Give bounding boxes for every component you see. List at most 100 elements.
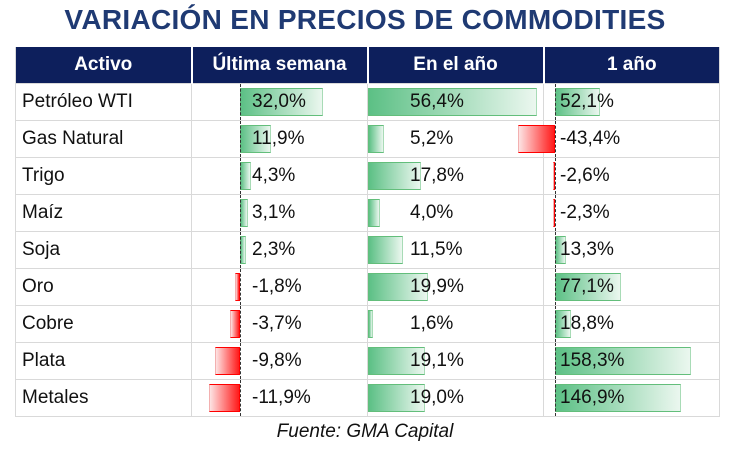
cell-1-ano: 18,8% — [543, 305, 720, 343]
cell-en-el-ano: 19,0% — [367, 379, 544, 417]
bar-en-el-ano — [368, 199, 380, 227]
zero-axis-line — [555, 343, 556, 379]
value-label: 19,1% — [410, 350, 464, 371]
commodities-table: Activo Última semana En el año 1 año Pet… — [15, 47, 720, 417]
value-label: 146,9% — [560, 387, 625, 408]
value-label: 158,3% — [560, 350, 625, 371]
cell-en-el-ano: 17,8% — [367, 157, 544, 195]
value-label: 52,1% — [560, 91, 614, 112]
value-label: 13,3% — [560, 239, 614, 260]
value-label: -2,6% — [560, 165, 610, 186]
value-label: -2,3% — [560, 202, 610, 223]
bar-1-ano — [555, 384, 682, 412]
cell-en-el-ano: 56,4% — [367, 83, 544, 121]
zero-axis-line — [240, 380, 241, 416]
zero-axis-line — [555, 306, 556, 342]
value-label: 77,1% — [560, 276, 614, 297]
bar-ultima-semana — [240, 162, 252, 190]
asset-name: Cobre — [15, 305, 192, 343]
bar-en-el-ano — [368, 384, 425, 412]
table-row: Trigo 4,3% 17,8% -2,6% — [15, 157, 720, 195]
zero-axis-line — [240, 84, 241, 120]
zero-axis-line — [555, 84, 556, 120]
header-1-ano: 1 año — [542, 47, 720, 84]
asset-name: Maíz — [15, 194, 192, 232]
value-label: 32,0% — [252, 91, 306, 112]
header-activo: Activo — [15, 47, 192, 84]
value-label: -3,7% — [252, 313, 302, 334]
header-ultima-semana: Última semana — [190, 47, 368, 84]
table-row: Plata -9,8% 19,1% 158,3% — [15, 342, 720, 380]
chart-title: VARIACIÓN EN PRECIOS DE COMMODITIES — [64, 4, 666, 35]
bar-en-el-ano — [368, 310, 373, 338]
asset-name: Soja — [15, 231, 192, 269]
bar-en-el-ano — [368, 347, 426, 375]
bar-ultima-semana — [235, 273, 240, 301]
table-row: Maíz 3,1% 4,0% -2,3% — [15, 194, 720, 232]
value-label: 17,8% — [410, 165, 464, 186]
table-body: Petróleo WTI 32,0% 56,4% 52,1% Gas Natural 11… — [15, 83, 720, 417]
zero-axis-line — [555, 269, 556, 305]
value-label: 18,8% — [560, 313, 614, 334]
value-label: 1,6% — [410, 313, 454, 334]
asset-name: Plata — [15, 342, 192, 380]
cell-ultima-semana: 2,3% — [191, 231, 368, 269]
table-row: Gas Natural 11,9% 5,2% -43,4% — [15, 120, 720, 158]
cell-ultima-semana: 32,0% — [191, 83, 368, 121]
cell-ultima-semana: -1,8% — [191, 268, 368, 306]
bar-1-ano — [555, 347, 692, 375]
value-label: 5,2% — [410, 128, 454, 149]
cell-1-ano: 77,1% — [543, 268, 720, 306]
cell-1-ano: 13,3% — [543, 231, 720, 269]
cell-ultima-semana: 3,1% — [191, 194, 368, 232]
asset-name: Oro — [15, 268, 192, 306]
asset-name: Petróleo WTI — [15, 83, 192, 121]
bar-en-el-ano — [368, 88, 538, 116]
value-label: 3,1% — [252, 202, 296, 223]
cell-ultima-semana: -3,7% — [191, 305, 368, 343]
bar-1-ano — [517, 125, 555, 153]
cell-ultima-semana: 4,3% — [191, 157, 368, 195]
cell-1-ano: 52,1% — [543, 83, 720, 121]
cell-ultima-semana: -11,9% — [191, 379, 368, 417]
value-label: 4,3% — [252, 165, 296, 186]
cell-en-el-ano: 5,2% — [367, 120, 544, 158]
cell-1-ano: -2,6% — [543, 157, 720, 195]
zero-axis-line — [240, 343, 241, 379]
asset-name: Metales — [15, 379, 192, 417]
table-row: Soja 2,3% 11,5% 13,3% — [15, 231, 720, 269]
cell-1-ano: 146,9% — [543, 379, 720, 417]
cell-1-ano: 158,3% — [543, 342, 720, 380]
table-row: Petróleo WTI 32,0% 56,4% 52,1% — [15, 83, 720, 121]
cell-ultima-semana: -9,8% — [191, 342, 368, 380]
value-label: -11,9% — [252, 387, 311, 408]
source-note: Fuente: GMA Capital — [276, 421, 454, 442]
header-row: Activo Última semana En el año 1 año — [15, 47, 720, 84]
value-label: 19,9% — [410, 276, 464, 297]
value-label: -43,4% — [560, 128, 621, 149]
bar-1-ano — [552, 162, 555, 190]
header-en-el-ano: En el año — [366, 47, 544, 84]
bar-en-el-ano — [368, 162, 422, 190]
zero-axis-line — [240, 158, 241, 194]
bar-ultima-semana — [240, 88, 324, 116]
cell-en-el-ano: 19,9% — [367, 268, 544, 306]
zero-axis-line — [240, 195, 241, 231]
bar-ultima-semana — [209, 384, 240, 412]
zero-axis-line — [555, 121, 556, 157]
value-label: 19,0% — [410, 387, 464, 408]
bar-en-el-ano — [368, 273, 428, 301]
cell-1-ano: -2,3% — [543, 194, 720, 232]
value-label: -9,8% — [252, 350, 302, 371]
asset-name: Gas Natural — [15, 120, 192, 158]
value-label: 4,0% — [410, 202, 454, 223]
bar-ultima-semana — [240, 125, 271, 153]
bar-en-el-ano — [368, 125, 384, 153]
cell-en-el-ano: 11,5% — [367, 231, 544, 269]
cell-en-el-ano: 4,0% — [367, 194, 544, 232]
zero-axis-line — [240, 269, 241, 305]
table-row: Cobre -3,7% 1,6% 18,8% — [15, 305, 720, 343]
value-label: 11,5% — [410, 239, 463, 260]
table-row: Metales -11,9% 19,0% 146,9% — [15, 379, 720, 417]
value-label: -1,8% — [252, 276, 302, 297]
